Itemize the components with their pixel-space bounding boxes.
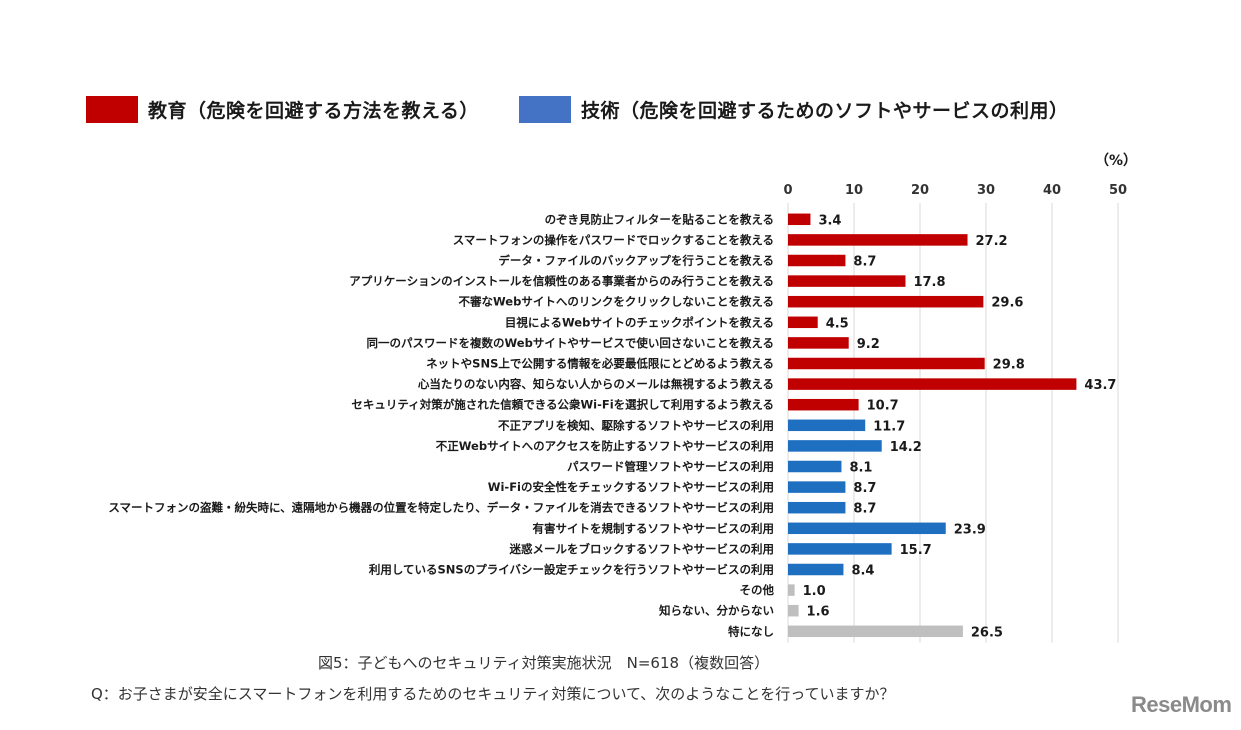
bar-3 bbox=[788, 254, 846, 267]
value-label-17: 15.7 bbox=[900, 543, 932, 558]
category-label-19: その他 bbox=[740, 583, 775, 597]
x-tick-label-0: 0 bbox=[783, 183, 792, 198]
value-label-10: 10.7 bbox=[867, 399, 899, 414]
bar-20 bbox=[788, 604, 799, 617]
bar-19 bbox=[788, 584, 795, 596]
value-label-20: 1.6 bbox=[807, 605, 830, 620]
category-label-21: 特になし bbox=[728, 624, 774, 638]
category-label-17: 迷惑メールをブロックするソフトやサービスの利用 bbox=[509, 542, 775, 556]
category-label-5: 不審なWebサイトへのリンクをクリックしないことを教える bbox=[459, 295, 774, 309]
survey-question: Q：お子さまが安全にスマートフォンを利用するためのセキュリティ対策について、次の… bbox=[91, 685, 895, 703]
value-label-21: 26.5 bbox=[971, 625, 1003, 640]
bar-10 bbox=[788, 398, 859, 411]
value-label-14: 8.7 bbox=[853, 481, 876, 496]
category-label-4: アプリケーションのインストールを信頼性のある事業者からのみ行うことを教える bbox=[349, 274, 774, 288]
category-label-18: 利用しているSNSのプライバシー設定チェックを行うソフトやサービスの利用 bbox=[368, 563, 774, 577]
category-label-14: Wi-Fiの安全性をチェックするソフトやサービスの利用 bbox=[488, 480, 774, 494]
legend-label-technology: 技術（危険を回避するためのソフトやサービスの利用） bbox=[580, 100, 1069, 122]
bar-12 bbox=[788, 440, 882, 452]
bar-chart: 0 10 20 30 40 50 のぞき見防止フィルターを貼ることを教える 3.4 スマートフォ… bbox=[108, 183, 1127, 643]
value-label-12: 14.2 bbox=[890, 440, 922, 455]
x-tick-label-50: 50 bbox=[1109, 183, 1127, 198]
value-label-15: 8.7 bbox=[853, 502, 876, 517]
bar-2 bbox=[788, 234, 968, 246]
bar-21 bbox=[788, 625, 963, 638]
value-label-2: 27.2 bbox=[976, 234, 1008, 249]
unit-label: （%） bbox=[1095, 153, 1138, 169]
legend-swatch-technology bbox=[518, 96, 571, 123]
category-label-6: 目視によるWebサイトのチェックポイントを教える bbox=[505, 315, 774, 329]
value-label-1: 3.4 bbox=[818, 213, 841, 228]
bar-4 bbox=[788, 275, 906, 287]
category-label-3: データ・ファイルのバックアップを行うことを教える bbox=[498, 254, 774, 268]
value-label-5: 29.6 bbox=[991, 296, 1023, 311]
bar-5 bbox=[788, 295, 984, 308]
bar-18 bbox=[788, 563, 844, 576]
bar-13 bbox=[788, 460, 842, 473]
category-label-8: ネットやSNS上で公開する情報を必要最低限にとどめるよう教える bbox=[426, 357, 774, 371]
legend-item-technology: 技術（危険を回避するためのソフトやサービスの利用） bbox=[518, 96, 1069, 123]
value-label-18: 8.4 bbox=[851, 564, 874, 579]
category-label-20: 知らない、分からない bbox=[658, 604, 774, 618]
bar-1 bbox=[788, 213, 811, 226]
value-label-19: 1.0 bbox=[803, 584, 826, 599]
bar-6 bbox=[788, 316, 818, 329]
legend-swatch-education bbox=[86, 96, 138, 123]
legend-item-education: 教育（危険を回避する方法を教える） bbox=[86, 96, 479, 123]
category-label-12: 不正Webサイトへのアクセスを防止するソフトやサービスの利用 bbox=[436, 439, 774, 453]
x-tick-label-30: 30 bbox=[977, 183, 995, 198]
value-label-13: 8.1 bbox=[849, 461, 872, 476]
category-label-11: 不正アプリを検知、駆除するソフトやサービスの利用 bbox=[498, 418, 774, 432]
x-tick-label-40: 40 bbox=[1043, 183, 1061, 198]
value-label-7: 9.2 bbox=[857, 337, 880, 352]
bar-8 bbox=[788, 357, 985, 370]
bar-17 bbox=[788, 543, 892, 555]
bar-14 bbox=[788, 481, 846, 493]
bar-16 bbox=[788, 522, 946, 535]
value-label-11: 11.7 bbox=[873, 419, 905, 434]
category-label-10: セキュリティ対策が施された信頼できる公衆Wi-Fiを選択して利用するよう教える bbox=[351, 398, 774, 412]
x-tick-label-10: 10 bbox=[845, 183, 863, 198]
category-label-16: 有害サイトを規制するソフトやサービスの利用 bbox=[533, 521, 775, 535]
value-label-9: 43.7 bbox=[1084, 378, 1116, 393]
bar-7 bbox=[788, 337, 849, 349]
value-label-3: 8.7 bbox=[853, 255, 876, 270]
bar-15 bbox=[788, 501, 846, 514]
figure-caption: 図5：子どもへのセキュリティ対策実施状況 N=618（複数回答） bbox=[318, 654, 770, 672]
category-label-9: 心当たりのない内容、知らない人からのメールは無視するよう教える bbox=[418, 377, 774, 391]
resemom-logo: ReseMom bbox=[1131, 692, 1232, 717]
x-tick-label-20: 20 bbox=[911, 183, 929, 198]
bar-11 bbox=[788, 419, 866, 432]
category-label-7: 同一のパスワードを複数のWebサイトやサービスで使い回さないことを教える bbox=[367, 336, 774, 350]
category-label-15: スマートフォンの盗難・紛失時に、遠隔地から機器の位置を特定したり、データ・ファイ… bbox=[108, 501, 774, 515]
value-label-4: 17.8 bbox=[913, 275, 945, 290]
value-label-8: 29.8 bbox=[993, 358, 1025, 373]
category-label-2: スマートフォンの操作をパスワードでロックすることを教える bbox=[453, 233, 774, 247]
value-label-6: 4.5 bbox=[826, 316, 849, 331]
bar-9 bbox=[788, 378, 1077, 390]
legend-label-education: 教育（危険を回避する方法を教える） bbox=[148, 100, 479, 122]
chart-legend: 教育（危険を回避する方法を教える） 技術（危険を回避するためのソフトやサービスの… bbox=[86, 96, 1108, 123]
value-label-16: 23.9 bbox=[954, 522, 986, 537]
category-label-13: パスワード管理ソフトやサービスの利用 bbox=[567, 460, 774, 474]
category-label-1: のぞき見防止フィルターを貼ることを教える bbox=[545, 212, 774, 226]
